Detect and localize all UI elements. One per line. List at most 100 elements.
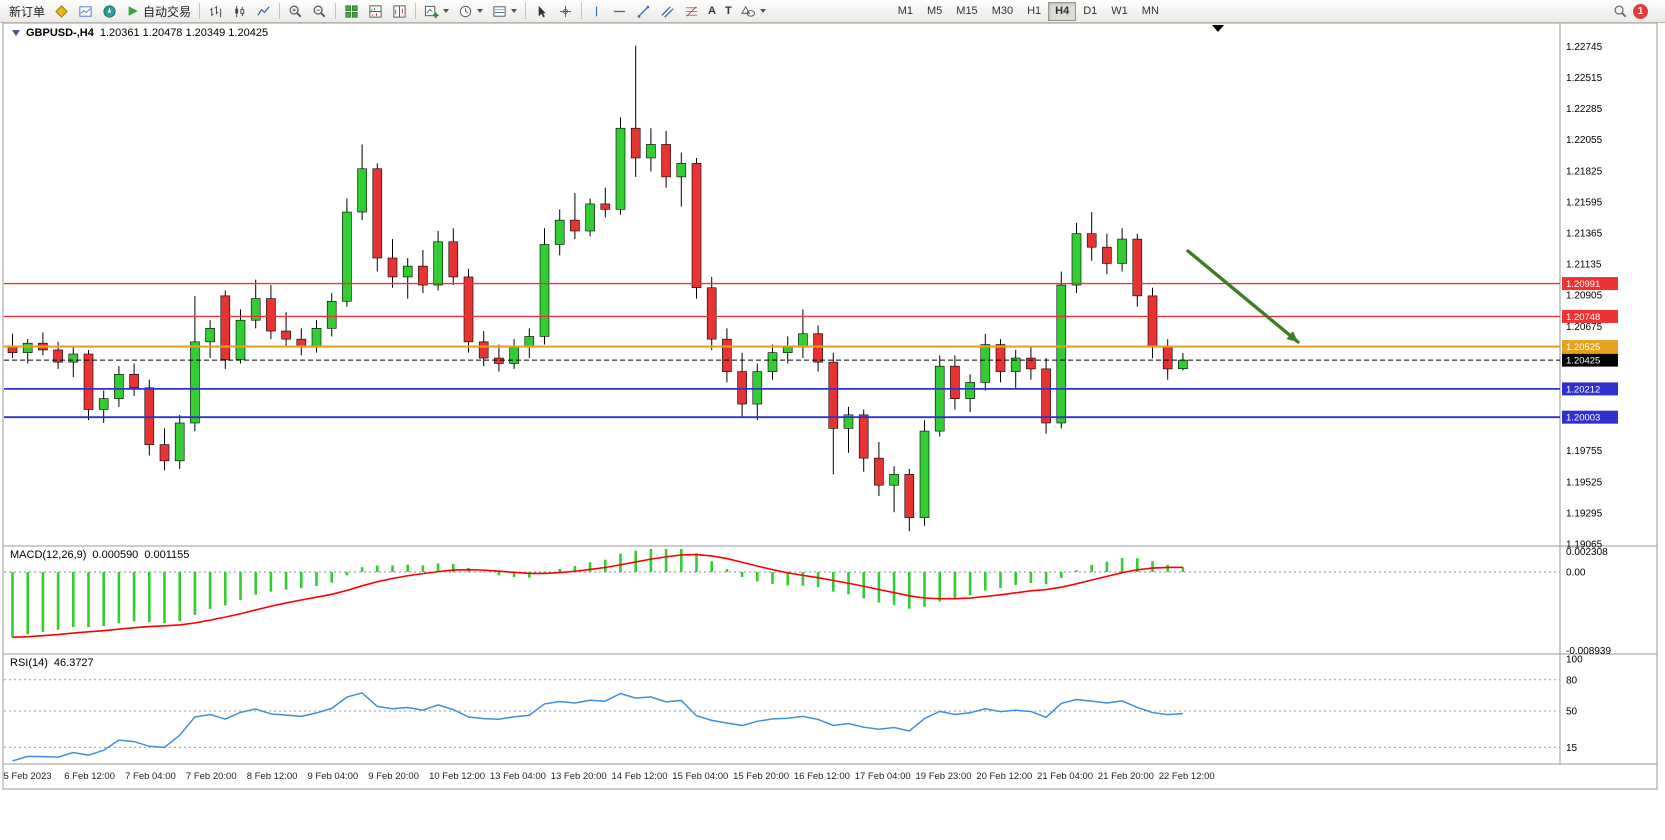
zoom-out-button[interactable]: [308, 2, 331, 21]
timeframe-toolbar: M1 M5 M15 M30 H1 H4 D1 W1 MN: [891, 1, 1166, 21]
svg-text:7 Feb 20:00: 7 Feb 20:00: [186, 771, 237, 782]
timeframe-button-m5[interactable]: M5: [920, 2, 949, 21]
horizontal-line-icon: [613, 10, 626, 12]
add-indicator-caret-icon: [443, 9, 450, 13]
rsi-name: RSI(14): [10, 657, 48, 669]
templates-icon: [493, 5, 506, 17]
svg-text:9 Feb 20:00: 9 Feb 20:00: [368, 771, 419, 782]
line-chart-mode-button[interactable]: [252, 2, 275, 21]
periods-button[interactable]: [454, 2, 487, 21]
templates-button[interactable]: [488, 2, 521, 21]
svg-text:1.19755: 1.19755: [1566, 446, 1603, 457]
svg-text:16 Feb 12:00: 16 Feb 12:00: [794, 771, 850, 782]
shapes-icon: [740, 5, 755, 17]
trendline-icon: [637, 5, 650, 18]
svg-text:1.21365: 1.21365: [1566, 228, 1603, 239]
bar-chart-mode-button[interactable]: [204, 2, 227, 21]
chart-window-button[interactable]: [74, 2, 97, 21]
autotrade-play-icon: [128, 6, 138, 16]
svg-text:15: 15: [1566, 743, 1578, 754]
candlestick-icon: [235, 5, 245, 17]
svg-text:1.20748: 1.20748: [1566, 312, 1600, 323]
svg-text:6 Feb 12:00: 6 Feb 12:00: [64, 771, 115, 782]
search-button[interactable]: [1609, 2, 1632, 21]
timeframe-button-m30[interactable]: M30: [985, 2, 1020, 21]
arrange-horizontal-icon: [369, 4, 382, 18]
shapes-tool-button[interactable]: [737, 2, 770, 21]
timeframe-button-m15[interactable]: M15: [949, 2, 984, 21]
search-icon: [1614, 5, 1627, 17]
macd-layer: 0.002308 0.00 -0.008939: [4, 547, 1611, 657]
svg-text:13 Feb 20:00: 13 Feb 20:00: [551, 771, 607, 782]
tile-windows-button[interactable]: [340, 2, 363, 21]
market-watch-button[interactable]: [50, 2, 73, 21]
candlestick-mode-button[interactable]: [228, 2, 251, 21]
shapes-caret-icon: [759, 9, 766, 13]
ohlc-values: 1.20361 1.20478 1.20349 1.20425: [99, 27, 269, 39]
market-watch-icon: [55, 4, 68, 18]
svg-text:80: 80: [1566, 675, 1578, 686]
svg-text:1.20991: 1.20991: [1566, 279, 1600, 290]
rsi-layer: 100 80 50 15: [4, 655, 1583, 762]
arrange-horizontal-button[interactable]: [364, 2, 387, 21]
fibonacci-tool-button[interactable]: [680, 2, 703, 21]
horizontal-line-tool-button[interactable]: [608, 2, 631, 21]
periods-caret-icon: [477, 9, 484, 13]
arrow-object[interactable]: [1186, 249, 1300, 344]
zoom-in-button[interactable]: [284, 2, 307, 21]
macd-label: MACD(12,26,9) 0.000590 0.001155: [10, 549, 189, 561]
timeframe-button-mn[interactable]: MN: [1135, 2, 1166, 21]
svg-text:1.20905: 1.20905: [1566, 291, 1603, 302]
vertical-line-icon: [595, 6, 598, 16]
text-tool-button[interactable]: A: [704, 2, 720, 21]
svg-text:1.20003: 1.20003: [1566, 413, 1600, 424]
toolbar-separator: [415, 3, 417, 19]
timeframe-button-m1[interactable]: M1: [891, 2, 920, 21]
arrange-vertical-button[interactable]: [388, 2, 411, 21]
svg-text:1.19525: 1.19525: [1566, 477, 1603, 488]
bar-chart-icon: [209, 5, 222, 17]
trendline-tool-button[interactable]: [632, 2, 655, 21]
chart-window-icon: [79, 5, 92, 17]
svg-text:1.19295: 1.19295: [1566, 508, 1603, 519]
chart-title: GBPUSD-,H4 1.20361 1.20478 1.20349 1.204…: [12, 27, 268, 39]
new-order-button[interactable]: 新订单: [5, 2, 49, 21]
timeframe-button-h4[interactable]: H4: [1048, 1, 1077, 21]
svg-text:20 Feb 12:00: 20 Feb 12:00: [976, 771, 1032, 782]
rsi-label: RSI(14) 46.3727: [10, 657, 94, 669]
navigator-button[interactable]: [98, 2, 121, 21]
label-tool-button[interactable]: T: [721, 2, 736, 21]
cursor-tool-button[interactable]: [530, 2, 553, 21]
notification-badge[interactable]: 1: [1633, 3, 1648, 19]
timeframe-button-h1[interactable]: H1: [1020, 2, 1048, 21]
add-indicator-button[interactable]: [420, 2, 453, 21]
collapse-triangle-icon[interactable]: [12, 30, 20, 36]
timeframe-button-w1[interactable]: W1: [1104, 2, 1135, 21]
symbol-period-label: GBPUSD-,H4: [26, 27, 94, 39]
macd-signal-value: 0.001155: [144, 549, 190, 561]
toolbar-separator: [525, 3, 527, 19]
time-axis[interactable]: [4, 765, 1656, 788]
zoom-out-icon: [313, 5, 326, 17]
svg-text:1.21825: 1.21825: [1566, 166, 1603, 177]
crosshair-tool-button[interactable]: [554, 2, 577, 21]
channel-tool-button[interactable]: [656, 2, 679, 21]
svg-text:17 Feb 04:00: 17 Feb 04:00: [855, 771, 911, 782]
text-tool-icon: A: [708, 5, 716, 17]
autotrade-button[interactable]: 自动交易: [122, 2, 195, 21]
timeframe-button-d1[interactable]: D1: [1076, 2, 1104, 21]
vertical-line-tool-button[interactable]: [586, 2, 607, 21]
navigator-icon: [103, 4, 116, 18]
svg-text:21 Feb 20:00: 21 Feb 20:00: [1098, 771, 1154, 782]
svg-text:0.002308: 0.002308: [1566, 547, 1608, 558]
price-badge-1.20991: [1562, 277, 1618, 291]
svg-text:1.22055: 1.22055: [1566, 135, 1603, 146]
macd-main-value: 0.000590: [92, 549, 139, 561]
svg-text:5 Feb 2023: 5 Feb 2023: [4, 771, 52, 782]
autotrade-label: 自动交易: [143, 4, 192, 19]
time-axis-labels: 5 Feb 2023 6 Feb 12:00 7 Feb 04:00 7 Feb 20…: [4, 771, 1215, 782]
svg-text:15 Feb 04:00: 15 Feb 04:00: [672, 771, 728, 782]
svg-text:10 Feb 12:00: 10 Feb 12:00: [429, 771, 485, 782]
